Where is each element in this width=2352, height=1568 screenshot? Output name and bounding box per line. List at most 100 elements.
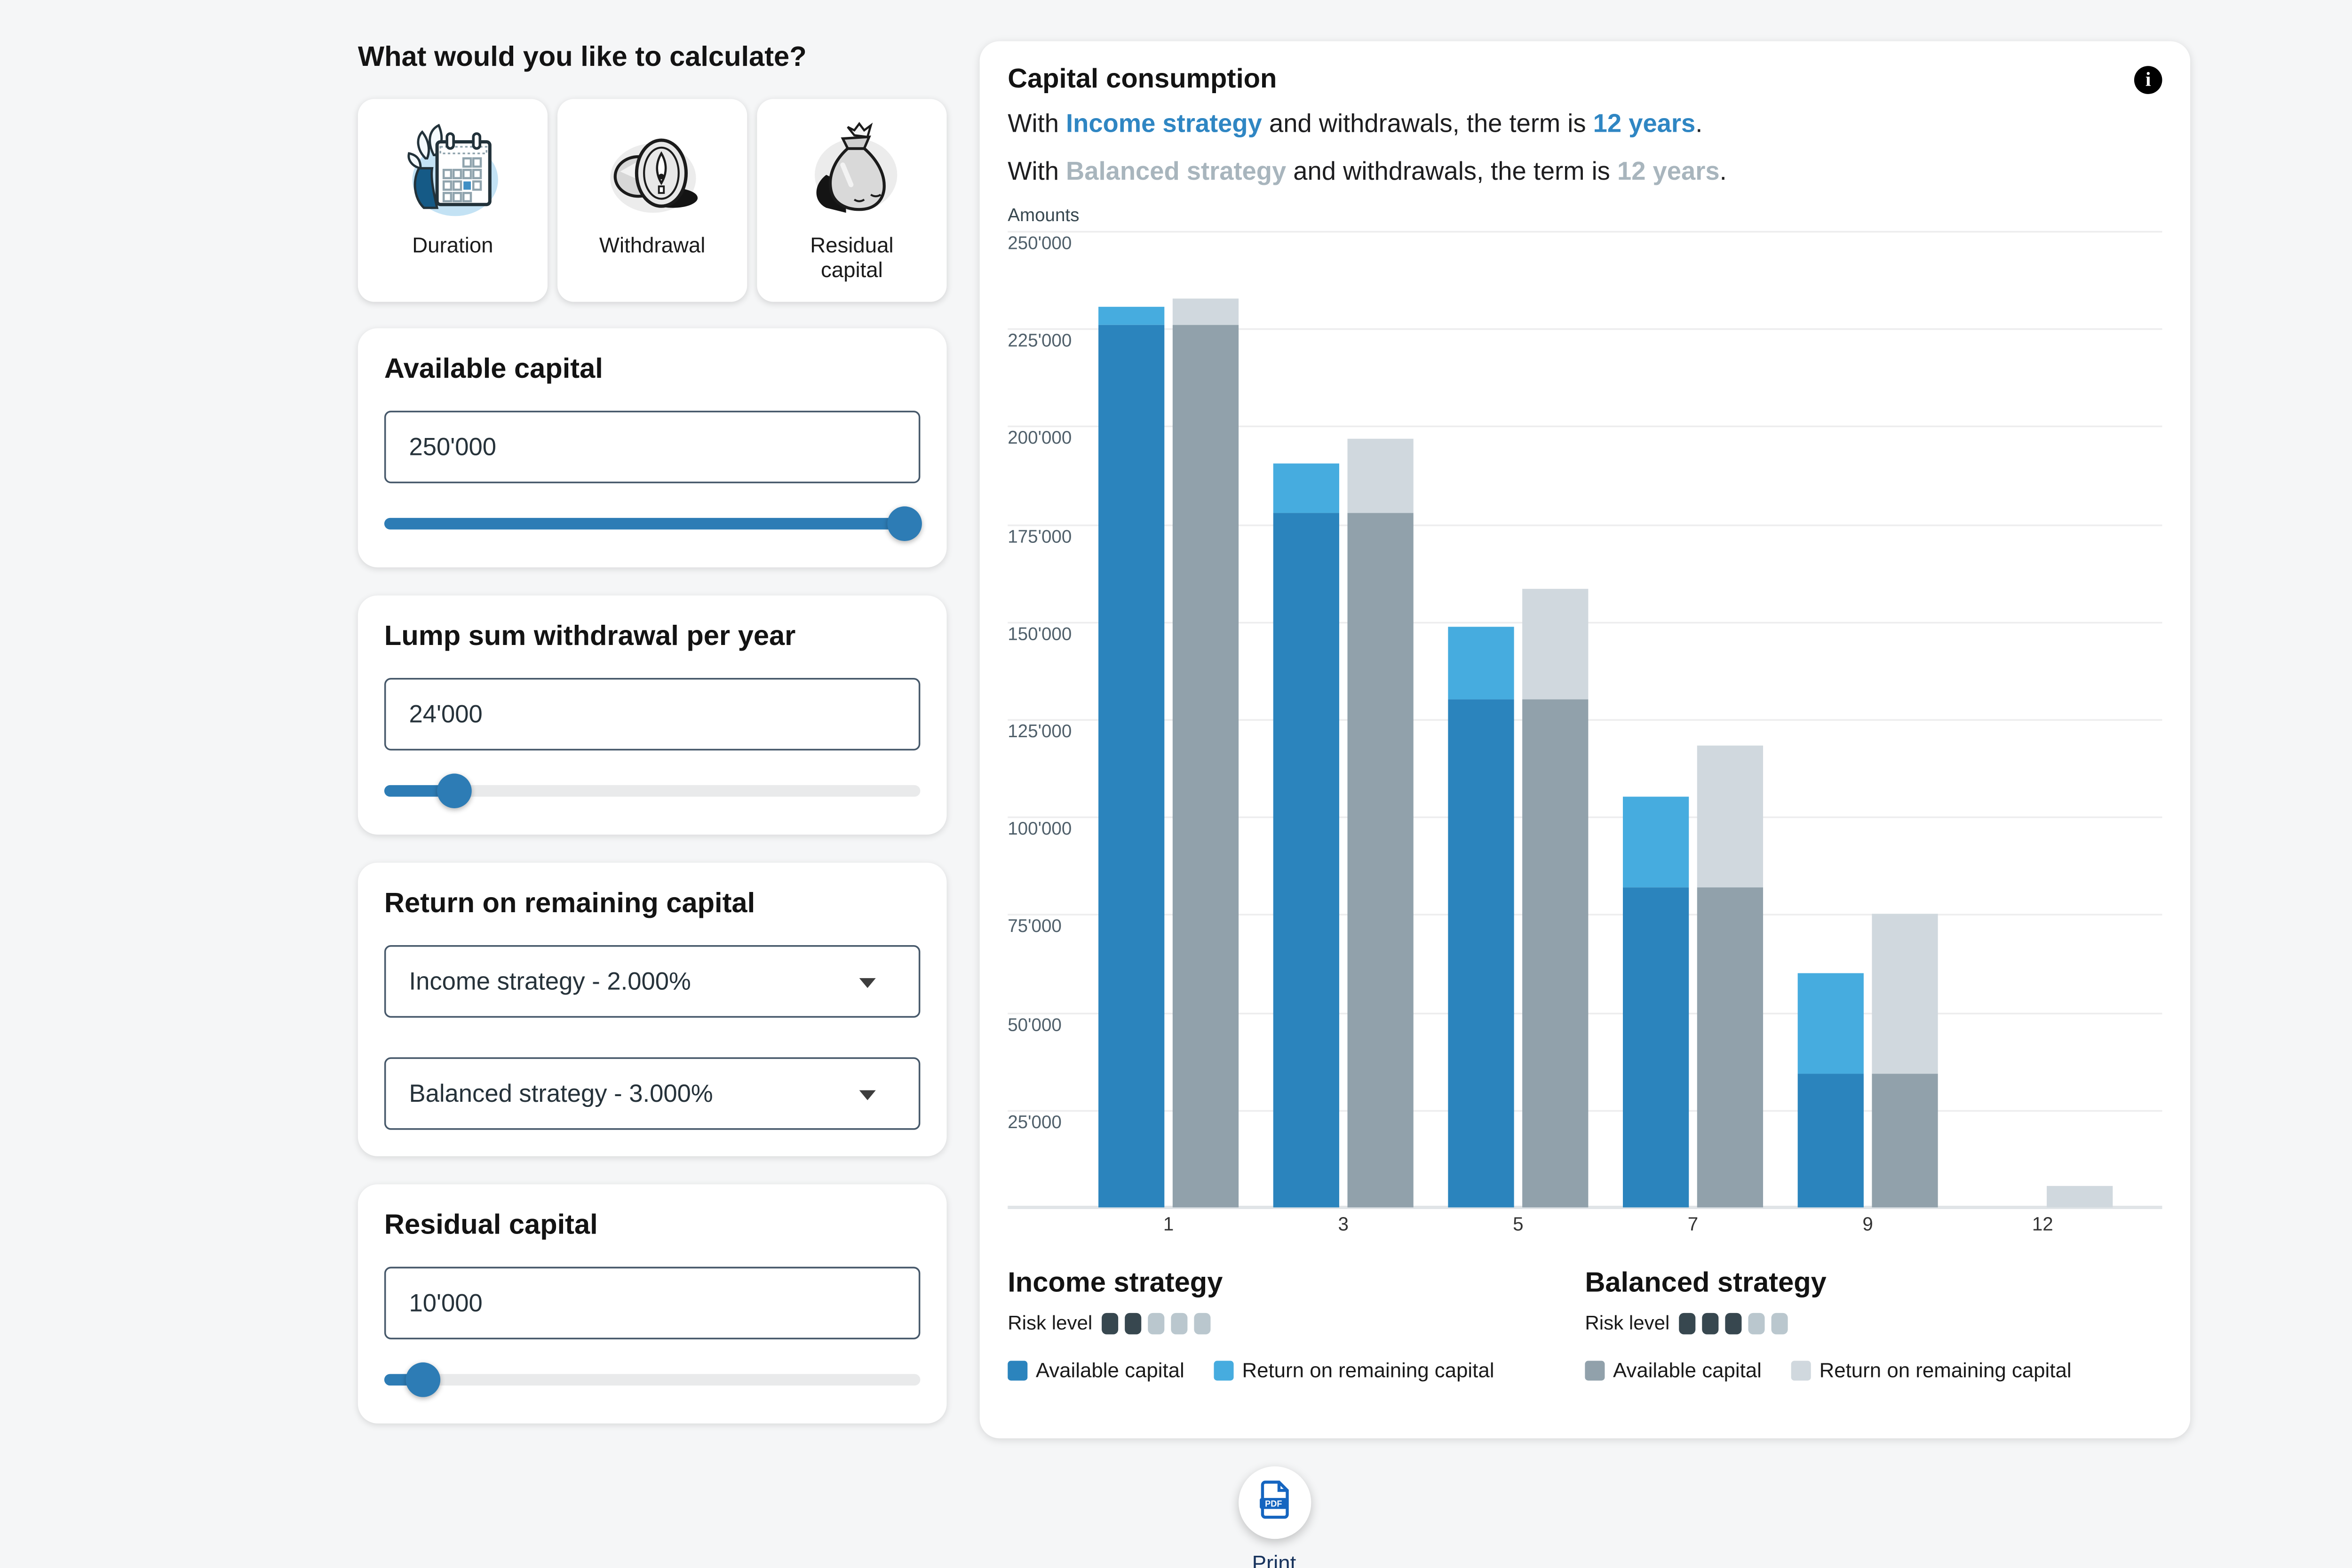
income-strategy-term-label: Income strategy [1066, 110, 1262, 139]
bar-segment [2047, 1185, 2113, 1208]
available-capital-title: Available capital [384, 353, 603, 384]
print-area: PDF Print [358, 1466, 2190, 1568]
y-axis-tick-label: 50'000 [1008, 1015, 1062, 1035]
money-bag-icon [799, 119, 905, 224]
option-card-duration[interactable]: Duration [358, 99, 548, 302]
option-card-residual-capital[interactable]: Residual capital [757, 99, 947, 302]
y-axis-tick-label: 200'000 [1008, 429, 1072, 450]
chart-legend: Income strategy Risk level Available cap… [1008, 1267, 2162, 1382]
bar-segment [1697, 746, 1764, 887]
bar-segment [1872, 1075, 1938, 1208]
bar-segment [1522, 700, 1589, 1208]
residual-capital-input[interactable] [384, 1266, 921, 1339]
legend-item: Available capital [1008, 1359, 1184, 1382]
income-risk-level: Risk level [1008, 1311, 1585, 1334]
calendar-icon [400, 119, 505, 224]
svg-text:PDF: PDF [1264, 1498, 1281, 1508]
available-capital-slider[interactable] [384, 505, 922, 541]
slider-thumb[interactable] [888, 506, 922, 541]
slider-track[interactable] [384, 1374, 921, 1386]
bar-segment [1172, 325, 1239, 1208]
balanced-bar-year-9 [1872, 914, 1938, 1208]
y-axis-title: Amounts [1008, 206, 1080, 226]
slider-thumb[interactable] [437, 773, 472, 808]
y-axis-tick-label: 225'000 [1008, 332, 1072, 352]
available-capital-input[interactable] [384, 411, 921, 484]
income-strategy-value: Income strategy - 2.000% [409, 967, 691, 995]
print-label: Print [1252, 1550, 1296, 1568]
calculate-question: What would you like to calculate? [358, 41, 807, 73]
balanced-legend-heading: Balanced strategy [1585, 1266, 1827, 1298]
balanced-strategy-select[interactable]: Balanced strategy - 3.000% [384, 1057, 921, 1130]
calculate-options: Duration [358, 99, 947, 302]
balanced-strategy-value: Balanced strategy - 3.000% [409, 1079, 713, 1108]
residual-capital-card: Residual capital [358, 1184, 947, 1424]
option-card-withdrawal[interactable]: Withdrawal [557, 99, 747, 302]
legend-color-chip [1008, 1361, 1028, 1381]
bar-segment [1273, 512, 1339, 1208]
balanced-legend: Balanced strategy Risk level Available c… [1585, 1267, 2162, 1382]
income-bar-year-1 [1098, 307, 1165, 1208]
bar-segment [1623, 796, 1689, 887]
risk-dot-empty [1194, 1312, 1211, 1334]
legend-item: Available capital [1585, 1359, 1762, 1382]
bar-segment [1697, 887, 1764, 1208]
x-axis-tick-label: 3 [1338, 1215, 1349, 1236]
bar-segment [1872, 914, 1938, 1075]
legend-color-chip [1585, 1361, 1605, 1381]
balanced-bar-year-5 [1522, 588, 1589, 1208]
x-axis-tick-label: 12 [2032, 1215, 2053, 1236]
legend-item-label: Available capital [1035, 1359, 1184, 1383]
residual-capital-slider[interactable] [384, 1361, 921, 1397]
lump-sum-title: Lump sum withdrawal per year [384, 620, 796, 652]
legend-color-chip [1214, 1361, 1234, 1381]
income-strategy-select[interactable]: Income strategy - 2.000% [384, 945, 921, 1018]
lump-sum-slider[interactable] [384, 772, 921, 808]
lump-sum-input[interactable] [384, 678, 921, 751]
risk-dot-empty [1148, 1312, 1165, 1334]
available-capital-card: Available capital [358, 328, 947, 568]
legend-item-label: Return on remaining capital [1819, 1359, 2072, 1383]
input-panel: What would you like to calculate? [358, 41, 947, 1439]
legend-item-label: Return on remaining capital [1242, 1359, 1494, 1383]
risk-dot-filled [1679, 1312, 1696, 1334]
income-bar-year-3 [1273, 463, 1339, 1208]
risk-dot-empty [1772, 1312, 1788, 1334]
y-axis-tick-label: 125'000 [1008, 722, 1072, 742]
chevron-down-icon [859, 978, 876, 988]
x-axis-line [1008, 1205, 2162, 1209]
bar-segment [1098, 325, 1165, 1208]
balanced-bar-year-1 [1172, 298, 1239, 1208]
income-term-value: 12 years [1593, 110, 1696, 139]
capital-consumption-card: Capital consumption i With Income strate… [979, 41, 2191, 1439]
chart-title: Capital consumption [1008, 64, 1277, 94]
slider-thumb[interactable] [405, 1362, 440, 1397]
balanced-strategy-term-label: Balanced strategy [1066, 158, 1287, 187]
risk-dot-empty [1748, 1312, 1765, 1334]
y-axis-tick-label: 25'000 [1008, 1113, 1062, 1133]
income-bar-year-5 [1448, 627, 1514, 1208]
income-term-line: With Income strategy and withdrawals, th… [1008, 110, 1703, 139]
legend-item-label: Available capital [1613, 1359, 1762, 1383]
y-axis-tick-label: 100'000 [1008, 820, 1072, 840]
print-button[interactable]: PDF [1238, 1466, 1311, 1539]
info-icon[interactable]: i [2134, 66, 2162, 94]
chevron-down-icon [859, 1090, 876, 1100]
lump-sum-card: Lump sum withdrawal per year [358, 595, 947, 835]
x-axis-labels: 1 3 5 7 9 12 [1008, 1207, 2162, 1243]
bar-segment [1623, 887, 1689, 1208]
balanced-term-value: 12 years [1617, 158, 1720, 187]
legend-color-chip [1791, 1361, 1812, 1381]
risk-dot-filled [1725, 1312, 1742, 1334]
x-axis-tick-label: 5 [1513, 1215, 1524, 1236]
gridline [1008, 426, 2162, 428]
balanced-risk-level: Risk level [1585, 1311, 2162, 1334]
balanced-bar-year-3 [1347, 438, 1414, 1208]
gridline [1008, 524, 2162, 526]
bar-segment [1448, 700, 1514, 1208]
residual-capital-title: Residual capital [384, 1209, 598, 1241]
option-label-duration: Duration [412, 232, 493, 257]
legend-item: Return on remaining capital [1791, 1359, 2072, 1382]
slider-track[interactable] [384, 785, 921, 797]
